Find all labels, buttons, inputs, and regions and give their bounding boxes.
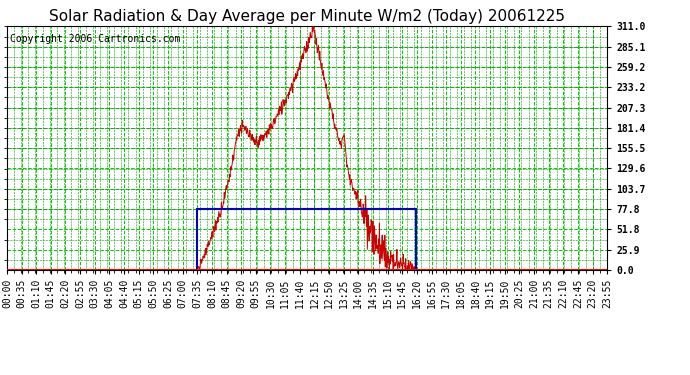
Text: Copyright 2006 Cartronics.com: Copyright 2006 Cartronics.com <box>10 34 180 44</box>
Title: Solar Radiation & Day Average per Minute W/m2 (Today) 20061225: Solar Radiation & Day Average per Minute… <box>49 9 565 24</box>
Bar <box>197 209 415 270</box>
